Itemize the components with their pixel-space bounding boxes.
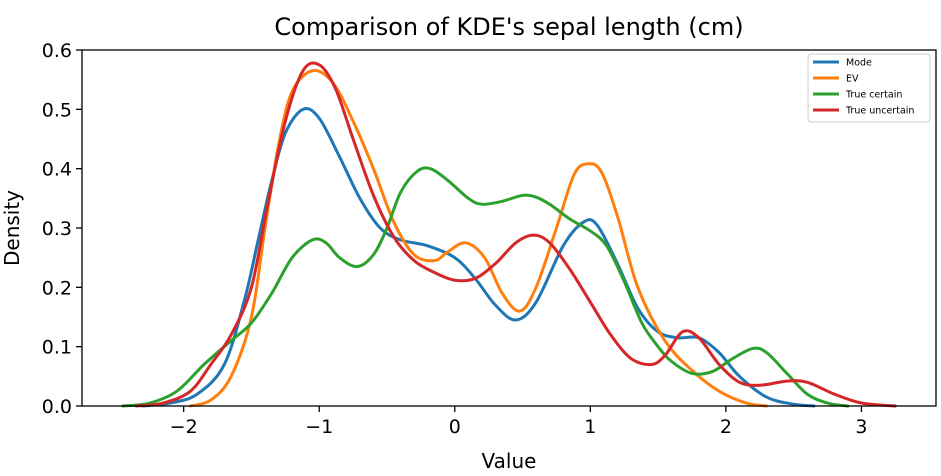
y-axis-label: Density	[0, 190, 24, 266]
legend-label: True certain	[845, 90, 902, 101]
y-tick-label: 0.4	[42, 159, 72, 181]
y-tick-label: 0.6	[42, 40, 72, 62]
y-axis: 0.0 0.1 0.2 0.3 0.4 0.5 0.6	[42, 40, 82, 418]
x-tick-label: −1	[305, 416, 333, 438]
legend-items: Mode EV True certain True uncertain	[813, 58, 914, 117]
x-tick-label: 3	[855, 416, 867, 438]
x-tick-label: 1	[584, 416, 596, 438]
legend-label: EV	[846, 74, 859, 85]
x-axis: −2 −1 0 1 2 3	[170, 406, 867, 438]
x-tick-label: 2	[720, 416, 732, 438]
y-tick-label: 0.3	[42, 218, 72, 240]
y-tick-label: 0.0	[42, 396, 72, 418]
series-line-2	[121, 166, 850, 408]
y-tick-label: 0.2	[42, 277, 72, 299]
series-line-3	[134, 61, 897, 408]
legend: Mode EV True certain True uncertain	[807, 53, 931, 123]
y-tick-label: 0.1	[42, 337, 72, 359]
y-tick-label: 0.5	[42, 99, 72, 121]
series-layer	[121, 61, 897, 408]
legend-label: True uncertain	[845, 106, 914, 117]
x-axis-label: Value	[482, 449, 537, 473]
x-tick-label: 0	[449, 416, 461, 438]
x-tick-label: −2	[170, 416, 198, 438]
plot-frame	[81, 49, 937, 407]
legend-label: Mode	[846, 58, 872, 69]
legend-box	[807, 53, 931, 123]
chart-title: Comparison of KDE's sepal length (cm)	[274, 13, 743, 41]
